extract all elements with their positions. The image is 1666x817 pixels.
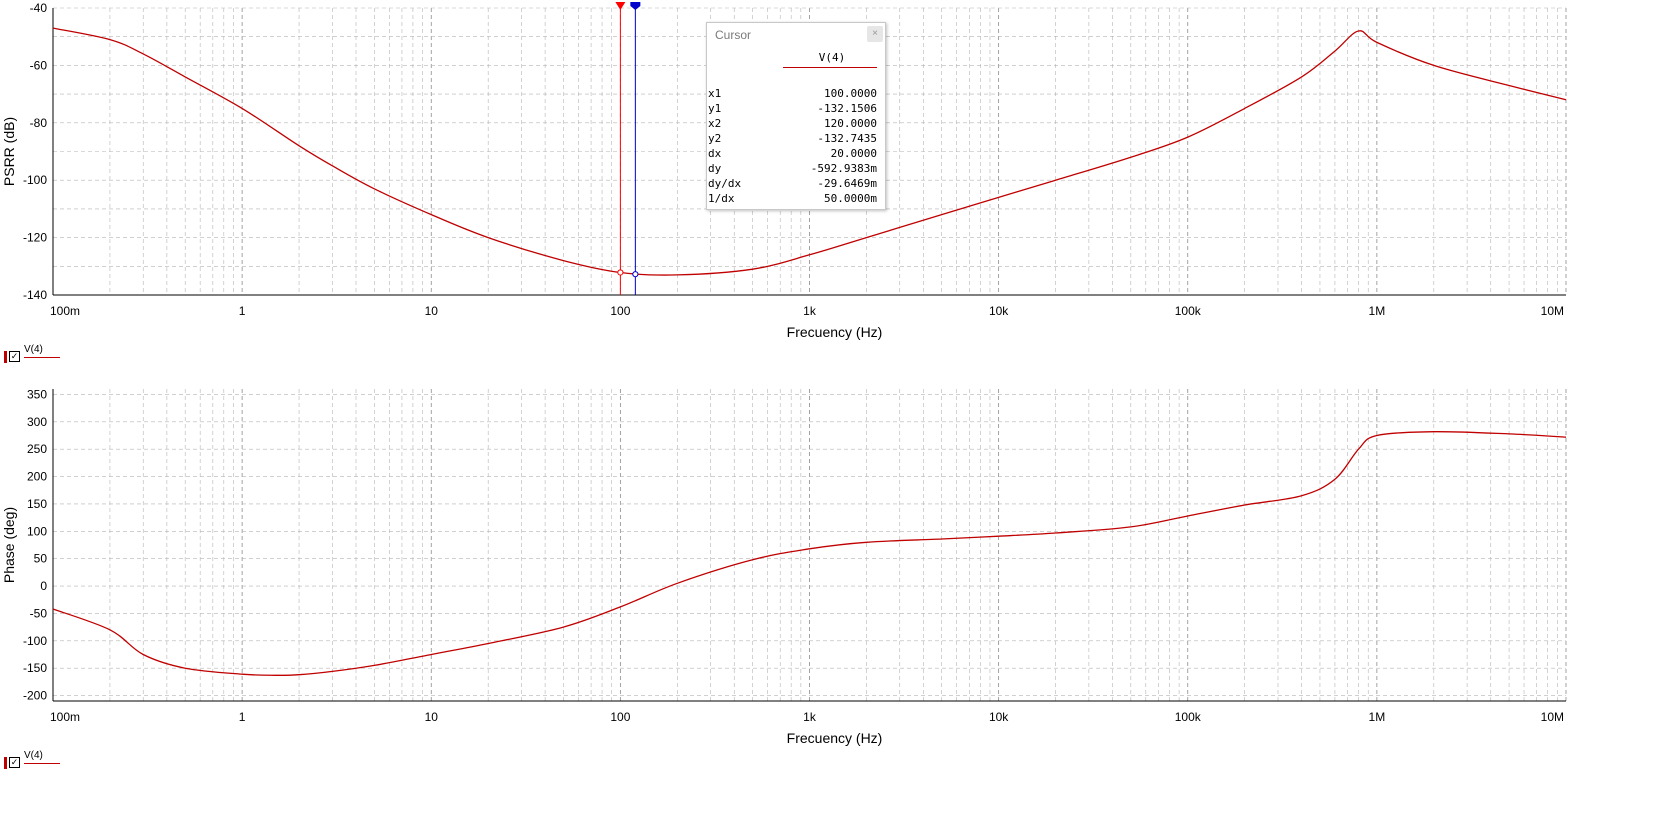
psrr-y-tick-label: -120	[23, 231, 47, 245]
phase-y-tick-label: -150	[23, 661, 47, 675]
legend-label: V(4)	[24, 344, 43, 355]
cursor-column-header: V(4)	[818, 51, 846, 64]
psrr-x-tick-label: 100k	[1175, 304, 1202, 318]
psrr-y-tick-label: -100	[23, 173, 47, 187]
psrr-x-tick-label: 10M	[1541, 304, 1564, 318]
psrr-x-tick-label: 1M	[1369, 304, 1386, 318]
cursor-row-y1: y1 -132.1506	[708, 102, 877, 115]
phase-x-tick-label: 10M	[1541, 710, 1564, 724]
phase-y-tick-label: 150	[27, 497, 47, 511]
phase-x-tick-label: 10k	[989, 710, 1009, 724]
phase-x-tick-label: 10	[425, 710, 439, 724]
phase-x-tick-label: 100	[610, 710, 630, 724]
cursor-row-y2: y2 -132.7435	[708, 132, 877, 145]
phase-y-tick-label: 50	[34, 552, 48, 566]
psrr-y-tick-label: -140	[23, 288, 47, 302]
legend-line-swatch	[24, 357, 60, 358]
phase-y-axis-title: Phase (deg)	[1, 507, 17, 583]
legend-marker	[4, 351, 7, 363]
psrr-x-tick-label: 10k	[989, 304, 1009, 318]
psrr-x-tick-label: 1	[239, 304, 246, 318]
psrr-chart: 100m 1 10 100 1k 10k 100k 1M 10M -40 -60 -80 -100 -12…	[1, 1, 1567, 340]
phase-y-tick-label: 250	[27, 442, 47, 456]
cursor-readout: x1 100.0000 y1 -132.1506 x2 120.0000 y2 -132…	[707, 87, 883, 207]
psrr-series-line	[52, 27, 1567, 276]
phase-y-tick-label: 100	[27, 524, 47, 538]
phase-y-tick-label: -100	[23, 634, 47, 648]
phase-y-tick-label: 0	[40, 579, 47, 593]
psrr-x-tick-label: 1k	[803, 304, 817, 318]
phase-y-tick-label: 350	[27, 387, 47, 401]
psrr-y-tick-label: -80	[30, 116, 48, 130]
psrr-x-tick-label: 100m	[50, 304, 80, 318]
legend-checkbox[interactable]: ✓	[9, 757, 20, 768]
cursor-window[interactable]: Cursor × V(4) x1 100.0000 y1 -132.1506 x2 1…	[706, 22, 886, 210]
cursor-row-x2: x2 120.0000	[708, 117, 877, 130]
cursor-row-inv-dx: 1/dx 50.0000m	[708, 192, 877, 205]
legend-label: V(4)	[24, 750, 43, 761]
phase-x-tick-label: 100m	[50, 710, 80, 724]
phase-y-tick-label: 200	[27, 470, 47, 484]
phase-y-tick-label: -50	[30, 606, 48, 620]
cursor-row-dx: dx 20.0000	[708, 147, 877, 160]
phase-x-axis-title: Frecuency (Hz)	[787, 730, 883, 746]
phase-y-tick-label: -200	[23, 689, 47, 703]
cursor-column-line	[783, 67, 877, 68]
legend-line-swatch	[24, 763, 60, 764]
phase-y-tick-label: 300	[27, 415, 47, 429]
cursor-row-x1: x1 100.0000	[708, 87, 877, 100]
psrr-x-tick-label: 10	[425, 304, 439, 318]
cursor-1-marker	[615, 2, 626, 10]
phase-chart: 100m 1 10 100 1k 10k 100k 1M 10M 350 300 250 200 150 1…	[1, 387, 1567, 746]
psrr-x-tick-label: 100	[610, 304, 630, 318]
cursor-2-point	[632, 271, 639, 278]
cursor-2-marker	[630, 2, 641, 10]
phase-x-tick-label: 1	[239, 710, 246, 724]
close-icon[interactable]: ×	[867, 26, 883, 42]
cursor-window-title: Cursor	[715, 28, 752, 42]
phase-series-line	[52, 431, 1567, 676]
psrr-x-axis-title: Frecuency (Hz)	[787, 324, 883, 340]
legend-marker	[4, 757, 7, 769]
psrr-y-tick-label: -60	[30, 58, 48, 72]
cursor-row-dy: dy -592.9383m	[708, 162, 877, 175]
cursor-1-point	[617, 269, 624, 276]
phase-x-tick-label: 1M	[1369, 710, 1386, 724]
psrr-y-tick-label: -40	[30, 1, 48, 15]
psrr-y-axis-title: PSRR (dB)	[1, 117, 17, 186]
cursor-row-dydx: dy/dx -29.6469m	[708, 177, 877, 190]
legend-checkbox[interactable]: ✓	[9, 351, 20, 362]
phase-x-tick-label: 1k	[803, 710, 817, 724]
phase-x-tick-label: 100k	[1175, 710, 1202, 724]
